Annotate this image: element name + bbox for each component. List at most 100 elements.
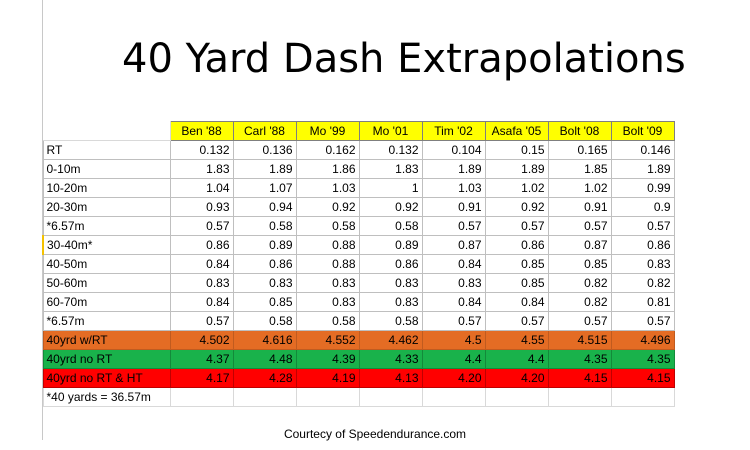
table-cell: 0.84: [484, 292, 549, 312]
table-cell: 0.57: [610, 216, 675, 236]
table-cell: 0.57: [547, 311, 612, 331]
summary-cell: 4.515: [547, 330, 612, 350]
table-cell: 0.92: [295, 197, 360, 217]
table-row: 50-60m 0.83 0.83 0.83 0.83 0.83 0.85 0.82 0.82: [42, 273, 675, 293]
table-cell: 0.86: [610, 235, 675, 255]
table-cell: 0.58: [232, 311, 297, 331]
summary-cell: 4.20: [421, 368, 486, 388]
empty-cell: [358, 387, 423, 407]
table-cell: 0.87: [547, 235, 612, 255]
row-label: 40-50m: [42, 254, 171, 274]
summary-cell: 4.15: [610, 368, 675, 388]
table-cell: 0.83: [295, 292, 360, 312]
table-cell: 0.85: [232, 292, 297, 312]
table-cell: 0.93: [169, 197, 234, 217]
table-cell: 1.03: [295, 178, 360, 198]
table-cell: 0.84: [421, 254, 486, 274]
column-header: Bolt '09: [610, 121, 675, 141]
column-header: Asafa '05: [484, 121, 549, 141]
data-table: Ben '88 Carl '88 Mo '99 Mo '01 Tim '02 Asafa …: [42, 121, 675, 407]
table-row: RT 0.132 0.136 0.162 0.132 0.104 0.15 0.165 0.14…: [42, 140, 675, 160]
summary-cell: 4.4: [421, 349, 486, 369]
summary-cell: 4.35: [547, 349, 612, 369]
table-cell: 0.58: [358, 311, 423, 331]
column-header: Bolt '08: [547, 121, 612, 141]
summary-cell: 4.48: [232, 349, 297, 369]
table-cell: 0.165: [547, 140, 612, 160]
table-cell: 0.91: [547, 197, 612, 217]
table-cell: 0.83: [169, 273, 234, 293]
table-cell: 0.83: [358, 292, 423, 312]
summary-cell: 4.33: [358, 349, 423, 369]
table-cell: 0.82: [547, 292, 612, 312]
table-cell: 0.88: [295, 235, 360, 255]
table-cell: 0.57: [484, 216, 549, 236]
table-cell: 0.57: [169, 216, 234, 236]
summary-cell: 4.28: [232, 368, 297, 388]
table-cell: 0.162: [295, 140, 360, 160]
summary-cell: 4.20: [484, 368, 549, 388]
table-cell: 0.82: [547, 273, 612, 293]
table-cell: 0.57: [169, 311, 234, 331]
table-cell: 0.146: [610, 140, 675, 160]
table-cell: 0.89: [358, 235, 423, 255]
row-label: 20-30m: [42, 197, 171, 217]
table-cell: 0.87: [421, 235, 486, 255]
note-row: *40 yards = 36.57m: [42, 387, 675, 407]
summary-cell: 4.5: [421, 330, 486, 350]
table-cell: 0.92: [358, 197, 423, 217]
table-cell: 0.132: [169, 140, 234, 160]
table-row: 60-70m 0.84 0.85 0.83 0.83 0.84 0.84 0.82 0.81: [42, 292, 675, 312]
summary-cell: 4.616: [232, 330, 297, 350]
table-cell: 0.57: [421, 311, 486, 331]
summary-cell: 4.55: [484, 330, 549, 350]
table-cell: 0.57: [547, 216, 612, 236]
table-cell: 1.89: [232, 159, 297, 179]
table-cell: 1.86: [295, 159, 360, 179]
summary-label: 40yrd w/RT: [42, 330, 171, 350]
summary-cell: 4.19: [295, 368, 360, 388]
table-row: *6.57m 0.57 0.58 0.58 0.58 0.57 0.57 0.57 0.57: [42, 216, 675, 236]
row-label: 50-60m: [42, 273, 171, 293]
table-cell: 0.57: [484, 311, 549, 331]
row-label: RT: [42, 140, 171, 160]
table-cell: 1.07: [232, 178, 297, 198]
column-header: Mo '01: [358, 121, 423, 141]
table-cell: 0.58: [358, 216, 423, 236]
table-cell: 0.85: [547, 254, 612, 274]
table-cell: 0.58: [295, 311, 360, 331]
table-cell: 1.83: [358, 159, 423, 179]
table-cell: 1.03: [421, 178, 486, 198]
empty-cell: [232, 387, 297, 407]
table-cell: 1.02: [484, 178, 549, 198]
table-row: 20-30m 0.93 0.94 0.92 0.92 0.91 0.92 0.91 0.9: [42, 197, 675, 217]
table-cell: 0.57: [421, 216, 486, 236]
table-cell: 0.84: [421, 292, 486, 312]
empty-cell: [421, 387, 486, 407]
table-cell: 0.81: [610, 292, 675, 312]
empty-cell: [610, 387, 675, 407]
table-cell: 0.86: [358, 254, 423, 274]
summary-cell: 4.35: [610, 349, 675, 369]
table-cell: 0.85: [484, 273, 549, 293]
table-row: 40-50m 0.84 0.86 0.88 0.86 0.84 0.85 0.85 0.83: [42, 254, 675, 274]
table-cell: 0.82: [610, 273, 675, 293]
table-cell: 0.91: [421, 197, 486, 217]
table-cell: 1.85: [547, 159, 612, 179]
summary-row: 40yrd no RT & HT 4.17 4.28 4.19 4.13 4.20 4.20…: [42, 368, 675, 388]
table-cell: 0.83: [358, 273, 423, 293]
header-row: Ben '88 Carl '88 Mo '99 Mo '01 Tim '02 Asafa …: [43, 121, 675, 141]
summary-label: 40yrd no RT & HT: [42, 368, 171, 388]
header-blank-cell: [43, 121, 171, 141]
footnote: *40 yards = 36.57m: [42, 387, 171, 407]
summary-cell: 4.17: [169, 368, 234, 388]
summary-cell: 4.37: [169, 349, 234, 369]
summary-cell: 4.502: [169, 330, 234, 350]
summary-cell: 4.39: [295, 349, 360, 369]
empty-cell: [547, 387, 612, 407]
table-cell: 1: [358, 178, 423, 198]
row-label: 10-20m: [42, 178, 171, 198]
summary-label: 40yrd no RT: [42, 349, 171, 369]
column-header: Tim '02: [421, 121, 486, 141]
column-header: Ben '88: [169, 121, 234, 141]
